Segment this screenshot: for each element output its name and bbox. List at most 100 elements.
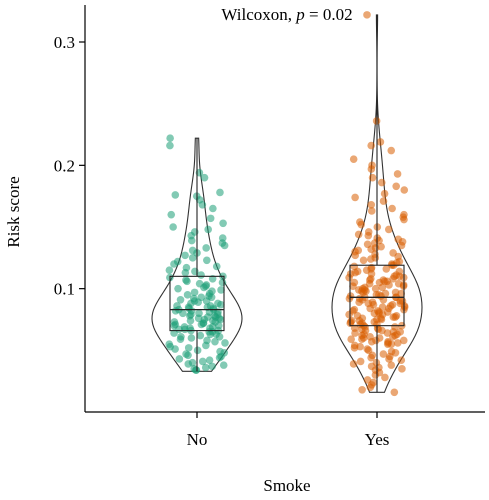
data-point-no: [169, 223, 177, 231]
data-point-yes: [367, 201, 376, 209]
data-point-yes: [359, 256, 368, 265]
data-point-yes: [358, 386, 366, 394]
data-point-no: [166, 141, 174, 150]
x-tick-label: No: [187, 430, 208, 449]
data-point-no: [203, 256, 211, 265]
data-point-no: [183, 277, 191, 286]
data-point-yes: [357, 220, 366, 229]
data-point-no: [167, 210, 176, 219]
data-point-yes: [367, 165, 376, 173]
data-point-no: [170, 329, 178, 337]
data-point-yes: [397, 241, 406, 250]
data-point-yes: [367, 353, 375, 362]
data-point-no: [202, 341, 210, 350]
data-point-no: [176, 335, 185, 344]
data-point-no: [193, 346, 202, 355]
data-point-yes: [400, 215, 408, 224]
data-point-no: [184, 351, 192, 360]
data-point-yes: [370, 309, 379, 318]
data-point-no: [197, 320, 206, 329]
data-point-yes: [387, 146, 396, 155]
data-point-no: [184, 344, 193, 352]
data-point-no: [175, 355, 184, 363]
data-point-yes: [377, 315, 386, 324]
data-point-no: [196, 331, 205, 340]
data-point-yes: [376, 138, 385, 146]
box-no: [169, 275, 225, 332]
data-point-yes: [356, 357, 365, 366]
data-point-no: [220, 241, 229, 250]
box-yes: [349, 264, 405, 327]
data-point-no: [183, 291, 192, 299]
data-point-no: [197, 271, 205, 279]
data-point-yes: [364, 231, 373, 240]
data-point-no: [198, 357, 207, 366]
data-point-no: [206, 330, 215, 339]
data-point-no: [194, 298, 202, 307]
y-tick-label: 0.1: [54, 280, 75, 299]
data-point-no: [192, 366, 201, 374]
data-point-no: [165, 266, 174, 274]
data-point-yes: [345, 273, 353, 282]
data-point-yes: [351, 251, 360, 260]
data-point-yes: [394, 339, 402, 347]
data-point-no: [200, 283, 208, 292]
jitter-points-layer: [165, 11, 409, 397]
y-tick-label: 0.2: [54, 156, 75, 175]
data-point-yes: [367, 141, 376, 150]
data-point-yes: [349, 155, 358, 163]
data-point-no: [215, 332, 224, 341]
data-point-no: [200, 173, 209, 182]
data-point-yes: [349, 360, 358, 368]
data-point-yes: [367, 207, 376, 215]
data-point-yes: [367, 255, 375, 263]
data-point-yes: [363, 11, 371, 19]
x-axis-label: Smoke: [263, 476, 310, 495]
data-point-yes: [384, 225, 393, 234]
annotation-suffix: = 0.02: [305, 5, 353, 24]
data-point-yes: [349, 282, 357, 291]
data-point-yes: [399, 336, 408, 345]
data-point-yes: [358, 335, 366, 344]
data-point-yes: [381, 373, 389, 382]
data-point-no: [208, 362, 216, 371]
data-point-no: [208, 275, 217, 283]
data-point-no: [209, 204, 217, 213]
data-point-yes: [355, 298, 363, 307]
data-point-yes: [387, 340, 396, 348]
axes-layer: 0.1 0.2 0.3 No Yes: [54, 5, 485, 449]
data-point-no: [202, 244, 210, 252]
data-point-no: [205, 356, 214, 365]
data-point-yes: [387, 361, 396, 369]
data-point-yes: [388, 204, 396, 213]
data-point-yes: [382, 265, 391, 273]
violin-yes: [331, 14, 423, 393]
data-point-no: [187, 334, 196, 342]
data-point-no: [187, 236, 196, 245]
data-point-yes: [392, 182, 401, 191]
data-point-no: [218, 278, 227, 287]
data-point-yes: [350, 344, 359, 352]
data-point-no: [186, 316, 195, 325]
data-point-yes: [389, 275, 397, 283]
data-point-yes: [389, 313, 398, 321]
data-point-no: [181, 325, 189, 334]
data-point-no: [204, 225, 212, 234]
data-point-yes: [367, 337, 376, 346]
violin-no: [151, 137, 243, 372]
data-point-no: [171, 307, 180, 315]
data-point-yes: [391, 349, 400, 357]
data-point-yes: [378, 283, 387, 292]
x-tick-label: Yes: [365, 430, 390, 449]
data-point-yes: [398, 365, 406, 373]
data-point-yes: [345, 310, 353, 319]
data-point-no: [219, 361, 228, 369]
data-point-yes: [389, 332, 397, 341]
data-point-no: [179, 309, 187, 318]
data-point-yes: [347, 335, 355, 344]
data-point-yes: [366, 383, 375, 392]
data-point-no: [211, 337, 219, 346]
data-point-yes: [385, 355, 393, 363]
boxplot-layer: [169, 14, 405, 393]
